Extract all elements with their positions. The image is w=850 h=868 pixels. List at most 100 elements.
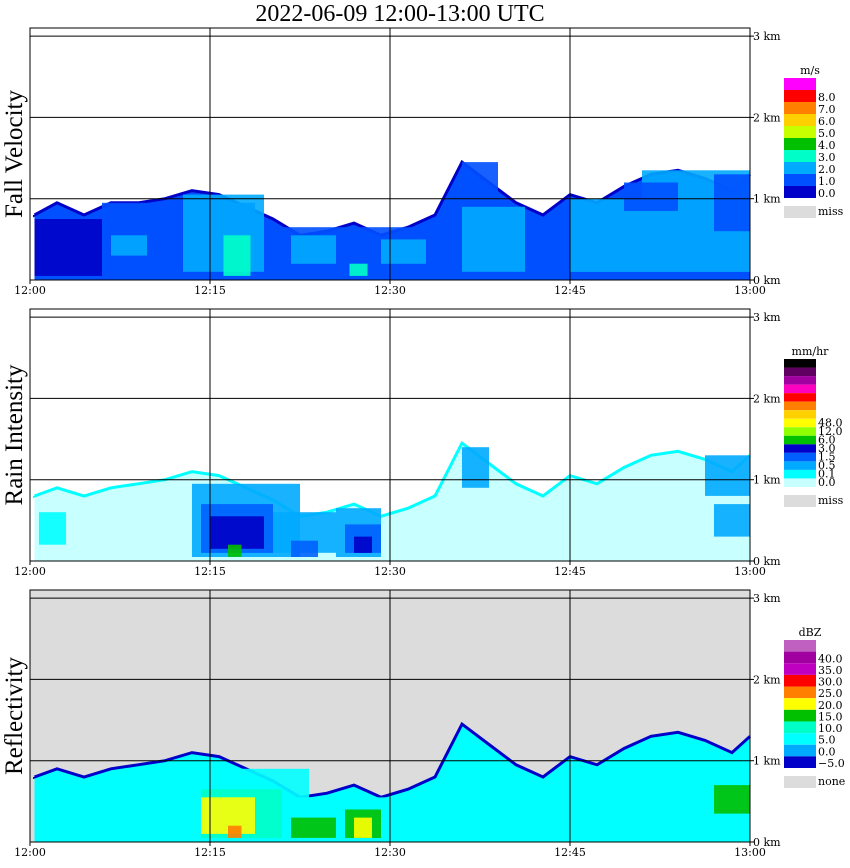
echo-cell (291, 817, 336, 838)
colorbar-swatch (784, 651, 816, 664)
colorbar-label: 0.0 (818, 745, 836, 758)
echo-cell (714, 174, 750, 232)
altitude-label: 2 km (753, 673, 781, 686)
x-tick-label: 12:00 (14, 846, 46, 859)
colorbar-label: 10.0 (818, 722, 843, 735)
colorbar-swatch (784, 186, 816, 198)
echo-cell (228, 544, 242, 557)
colorbar-swatch (784, 444, 816, 453)
altitude-label: 3 km (753, 311, 781, 324)
echo-cell (354, 817, 372, 838)
colorbar-missing-swatch (784, 776, 816, 788)
colorbar-label: 48.0 (818, 416, 843, 429)
colorbar-swatch (784, 640, 816, 652)
colorbar-label: 2.0 (818, 163, 836, 176)
echo-cell (223, 235, 251, 276)
x-tick-label: 12:15 (194, 284, 226, 297)
colorbar-missing-label: miss (818, 205, 844, 218)
echo-cell (39, 512, 66, 545)
colorbar-swatch (784, 401, 816, 411)
colorbar-missing-swatch (784, 206, 816, 218)
x-tick-label: 13:00 (734, 284, 766, 297)
colorbar-label: 0.1 (818, 467, 836, 480)
colorbar-swatch (784, 756, 816, 768)
echo-cell (462, 206, 525, 272)
colorbar-unit: mm/hr (792, 345, 830, 358)
colorbar-swatch (784, 138, 816, 150)
panel-title: Fall Velocity (1, 90, 28, 219)
colorbar-label: 12.0 (818, 425, 843, 438)
altitude-label: 0 km (753, 555, 781, 568)
colorbar-label: 6.0 (818, 115, 836, 128)
echo-cell (111, 235, 147, 256)
colorbar-unit: dBZ (799, 626, 822, 639)
colorbar-label: 20.0 (818, 699, 843, 712)
colorbar-missing-label: miss (818, 494, 844, 507)
colorbar-label: 1.5 (818, 450, 836, 463)
colorbar-swatch (784, 435, 816, 445)
colorbar-swatch (784, 359, 816, 368)
colorbar-label: 35.0 (818, 664, 843, 677)
colorbar-swatch (784, 90, 816, 102)
echo-cell (714, 504, 750, 537)
colorbar-swatch (784, 674, 816, 687)
colorbar-label: 5.0 (818, 734, 836, 747)
echo-cell (624, 182, 678, 211)
colorbar-swatch (784, 698, 816, 710)
colorbar-label: 8.0 (818, 91, 836, 104)
colorbar-swatch (784, 721, 816, 734)
altitude-label: 1 km (753, 474, 781, 487)
echo-cell (349, 263, 368, 276)
echo-cell (714, 785, 750, 814)
colorbar-swatch (784, 174, 816, 186)
altitude-label: 1 km (753, 193, 781, 206)
x-tick-label: 12:30 (374, 846, 406, 859)
x-tick-label: 12:00 (14, 565, 46, 578)
colorbar-swatch (784, 393, 816, 402)
echo-cell (291, 235, 336, 264)
colorbar-swatch (784, 709, 816, 722)
echo-cell (462, 447, 489, 488)
echo-cell (291, 540, 318, 557)
x-tick-label: 12:45 (554, 846, 586, 859)
panel-rain-intensity: 12:00 12:15 12:30 12:45 13:000 km 1 km 2 km 3 k… (1, 308, 844, 578)
echo-cell (228, 825, 242, 838)
colorbar-label: −5.0 (818, 757, 845, 770)
colorbar-label: 30.0 (818, 676, 843, 689)
colorbar-label: 0.0 (818, 476, 836, 489)
colorbar-label: 3.0 (818, 442, 836, 455)
altitude-label: 2 km (753, 392, 781, 405)
echo-cell (705, 455, 750, 496)
x-tick-label: 13:00 (734, 565, 766, 578)
altitude-label: 2 km (753, 111, 781, 124)
colorbar-swatch (784, 418, 816, 428)
echo-cell (210, 516, 264, 549)
x-tick-label: 12:30 (374, 565, 406, 578)
colorbar-label: 0.5 (818, 459, 836, 472)
colorbar-swatch (784, 452, 816, 462)
panel-title: Rain Intensity (1, 364, 28, 505)
colorbar-unit: m/s (800, 64, 820, 77)
x-tick-label: 12:45 (554, 565, 586, 578)
colorbar-swatch (784, 150, 816, 162)
colorbar-label: 4.0 (818, 139, 836, 152)
echo-cell (462, 162, 498, 215)
colorbar-swatch (784, 162, 816, 174)
colorbar-swatch (784, 78, 816, 90)
echo-cell (34, 219, 102, 276)
colorbar-swatch (784, 461, 816, 470)
colorbar-swatch (784, 478, 816, 487)
echo-cell (354, 536, 372, 553)
panel-title: Reflectivity (1, 656, 28, 775)
colorbar-swatch (784, 376, 816, 385)
colorbar-label: 7.0 (818, 103, 836, 116)
panel-fall-velocity: 12:00 12:15 12:30 12:45 13:000 km 1 km 2 km 3 k… (1, 27, 844, 297)
colorbar-swatch (784, 686, 816, 699)
colorbar-swatch (784, 126, 816, 138)
altitude-label: 0 km (753, 836, 781, 849)
x-tick-label: 12:15 (194, 846, 226, 859)
colorbar-label: 40.0 (818, 652, 843, 665)
colorbar-swatch (784, 733, 816, 745)
colorbar-swatch (784, 744, 816, 757)
